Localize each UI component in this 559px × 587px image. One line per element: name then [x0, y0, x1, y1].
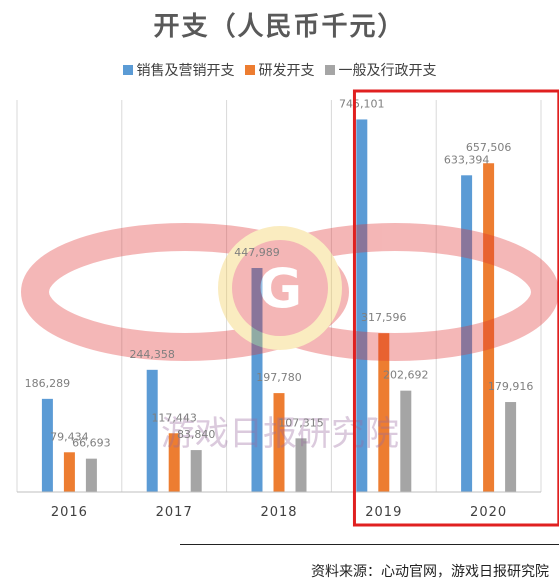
watermark-text: 游戏日报研究院: [161, 414, 399, 454]
bar: [461, 175, 473, 493]
data-label: 197,780: [256, 371, 302, 384]
legend-label-rnd: 研发开支: [258, 63, 315, 79]
data-label: 447,989: [234, 246, 280, 259]
chart-title: 开支（人民币千元）: [153, 12, 406, 42]
legend: 销售及营销开支 研发开支 一般及行政开支: [0, 60, 559, 80]
data-label: 202,692: [383, 369, 429, 382]
x-tick-label: 2016: [51, 505, 88, 520]
bar: [400, 390, 412, 492]
data-label: 186,289: [25, 377, 71, 390]
x-tick-label: 2020: [470, 505, 507, 520]
legend-swatch-sales: [122, 65, 133, 75]
data-label: 633,394: [444, 153, 490, 166]
legend-swatch-rnd: [244, 65, 255, 75]
legend-label-admin: 一般及行政开支: [338, 63, 437, 79]
watermark-ring-right: [231, 223, 559, 361]
bar: [146, 369, 158, 492]
legend-swatch-admin: [324, 65, 335, 75]
bar: [356, 119, 368, 493]
bar: [273, 393, 285, 492]
legend-label-sales: 销售及营销开支: [136, 63, 235, 79]
x-tick-label: 2018: [260, 505, 297, 520]
watermark-ring-left: [21, 223, 349, 361]
bar: [378, 333, 390, 492]
data-label: 179,916: [488, 380, 534, 393]
footer-divider: [180, 544, 559, 545]
bar: [505, 402, 517, 492]
data-label: 66,693: [72, 437, 111, 450]
x-tick-label: 2017: [156, 505, 193, 520]
bar: [63, 452, 75, 492]
data-label: 657,506: [466, 141, 512, 154]
bar: [190, 450, 202, 492]
source-note: 资料来源：心动官网，游戏日报研究院: [311, 564, 549, 580]
legend-item-admin: 一般及行政开支: [324, 60, 437, 80]
watermark-logo-letter: G: [258, 257, 302, 320]
bar: [41, 398, 53, 492]
data-label: 83,840: [177, 428, 216, 441]
data-label: 317,596: [361, 311, 407, 324]
data-label: 107,315: [278, 416, 324, 429]
data-label: 745,101: [339, 97, 385, 110]
x-tick-label: 2019: [365, 505, 402, 520]
bar: [295, 438, 307, 492]
legend-item-sales: 销售及营销开支: [122, 60, 235, 80]
bar: [251, 268, 263, 492]
bar: [85, 458, 97, 492]
watermark-emblem-inner: [232, 240, 328, 336]
data-label: 117,443: [151, 411, 197, 424]
data-label: 244,358: [129, 348, 175, 361]
data-label: 79,434: [50, 430, 89, 443]
bar: [168, 433, 180, 492]
bar: [483, 163, 495, 492]
watermark-emblem: [218, 226, 342, 350]
legend-item-rnd: 研发开支: [244, 60, 315, 80]
